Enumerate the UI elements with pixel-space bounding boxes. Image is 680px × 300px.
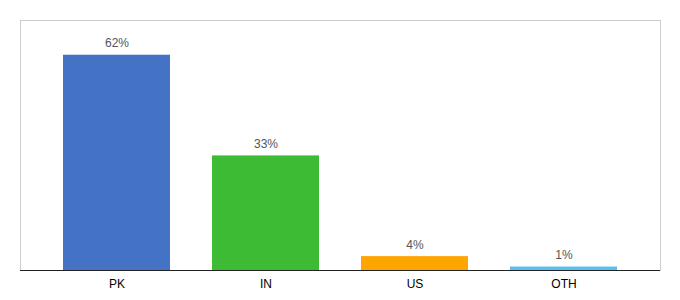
svg-text:PK: PK [109, 277, 125, 291]
svg-text:IN: IN [260, 277, 272, 291]
svg-text:1%: 1% [555, 248, 573, 262]
svg-text:4%: 4% [406, 238, 424, 252]
svg-text:62%: 62% [105, 36, 129, 50]
svg-text:33%: 33% [254, 137, 278, 151]
svg-text:US: US [407, 277, 424, 291]
svg-text:OTH: OTH [551, 277, 576, 291]
